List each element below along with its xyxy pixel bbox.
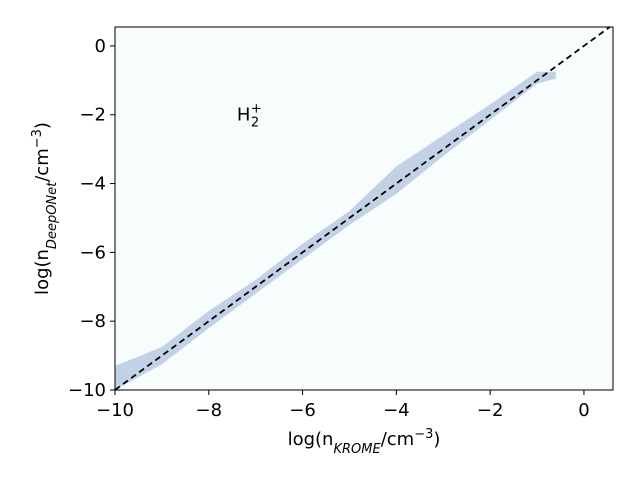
reference-line (114, 26, 611, 391)
label-superscript: −3 (414, 427, 433, 442)
y-tick-label: −2 (79, 105, 106, 126)
y-tick-label: −8 (79, 311, 106, 332)
label-subscript: DeepONet (45, 181, 60, 249)
label-text: /cm (32, 148, 53, 182)
x-tick-label: −6 (289, 400, 316, 421)
annotation-subscript: 2 (251, 116, 259, 131)
x-tick-label: −2 (477, 400, 504, 421)
x-tick-label: 0 (578, 400, 589, 421)
y-tick-label: −10 (68, 380, 106, 401)
label-text: /cm (381, 429, 415, 450)
y-tick-label: −6 (79, 242, 106, 263)
label-superscript: −3 (30, 129, 45, 148)
annotation: H2+ (237, 102, 262, 131)
x-axis-label: log(nKROME/cm−3) (288, 427, 441, 457)
x-tick-label: −10 (96, 400, 134, 421)
density-band (115, 71, 556, 390)
label-text: log(n (32, 249, 53, 295)
label-text: ) (433, 429, 440, 450)
x-tick-label: −8 (196, 400, 223, 421)
label-text: log(n (288, 429, 334, 450)
plot-frame (114, 26, 614, 391)
annotation-text: H (237, 105, 251, 126)
label-subscript: KROME (333, 442, 381, 457)
y-tick-label: 0 (95, 36, 106, 57)
y-tick-label: −4 (79, 174, 106, 195)
annotation-superscript: + (251, 102, 262, 117)
label-text: ) (32, 122, 53, 129)
y-axis-label: log(nDeepONet/cm−3) (30, 122, 60, 295)
x-tick-label: −4 (383, 400, 410, 421)
